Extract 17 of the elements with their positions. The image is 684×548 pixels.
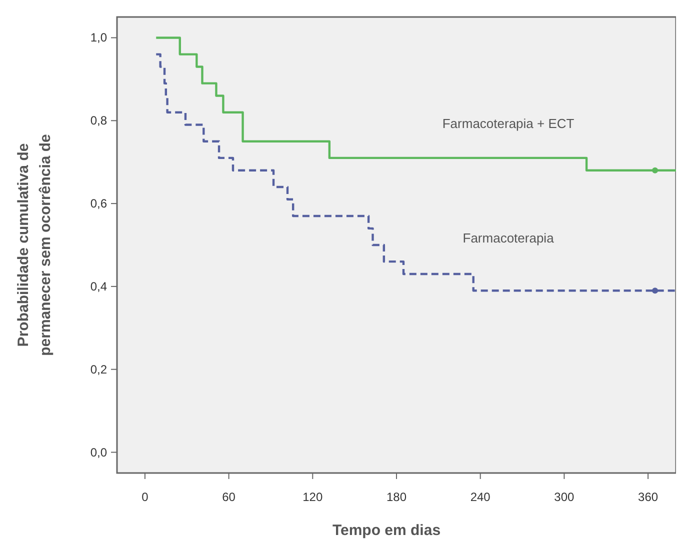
y-tick-label: 0,0 (90, 445, 108, 460)
x-tick-label: 120 (302, 490, 323, 504)
x-tick-label: 360 (638, 490, 658, 504)
x-tick-label: 300 (554, 490, 575, 504)
x-tick-label: 60 (222, 490, 236, 504)
x-tick-label: 240 (470, 490, 491, 504)
y-tick-label: 0,2 (90, 362, 108, 376)
x-tick-label: 180 (386, 490, 407, 504)
y-tick-label: 0,4 (90, 279, 108, 294)
y-tick-label: 0,6 (90, 196, 108, 211)
x-tick-label: 0 (142, 490, 149, 504)
x-axis-title: Tempo em dias (332, 522, 441, 539)
y-tick-label: 0,8 (90, 114, 108, 128)
text: Farmacoterapia (462, 230, 555, 246)
y-axis-title: Probabilidade cumulativa de permanecer sem ocorrência de (15, 134, 54, 356)
text: Farmacoterapia + ECT (442, 116, 574, 131)
y-tick-label: 1,0 (90, 30, 108, 45)
